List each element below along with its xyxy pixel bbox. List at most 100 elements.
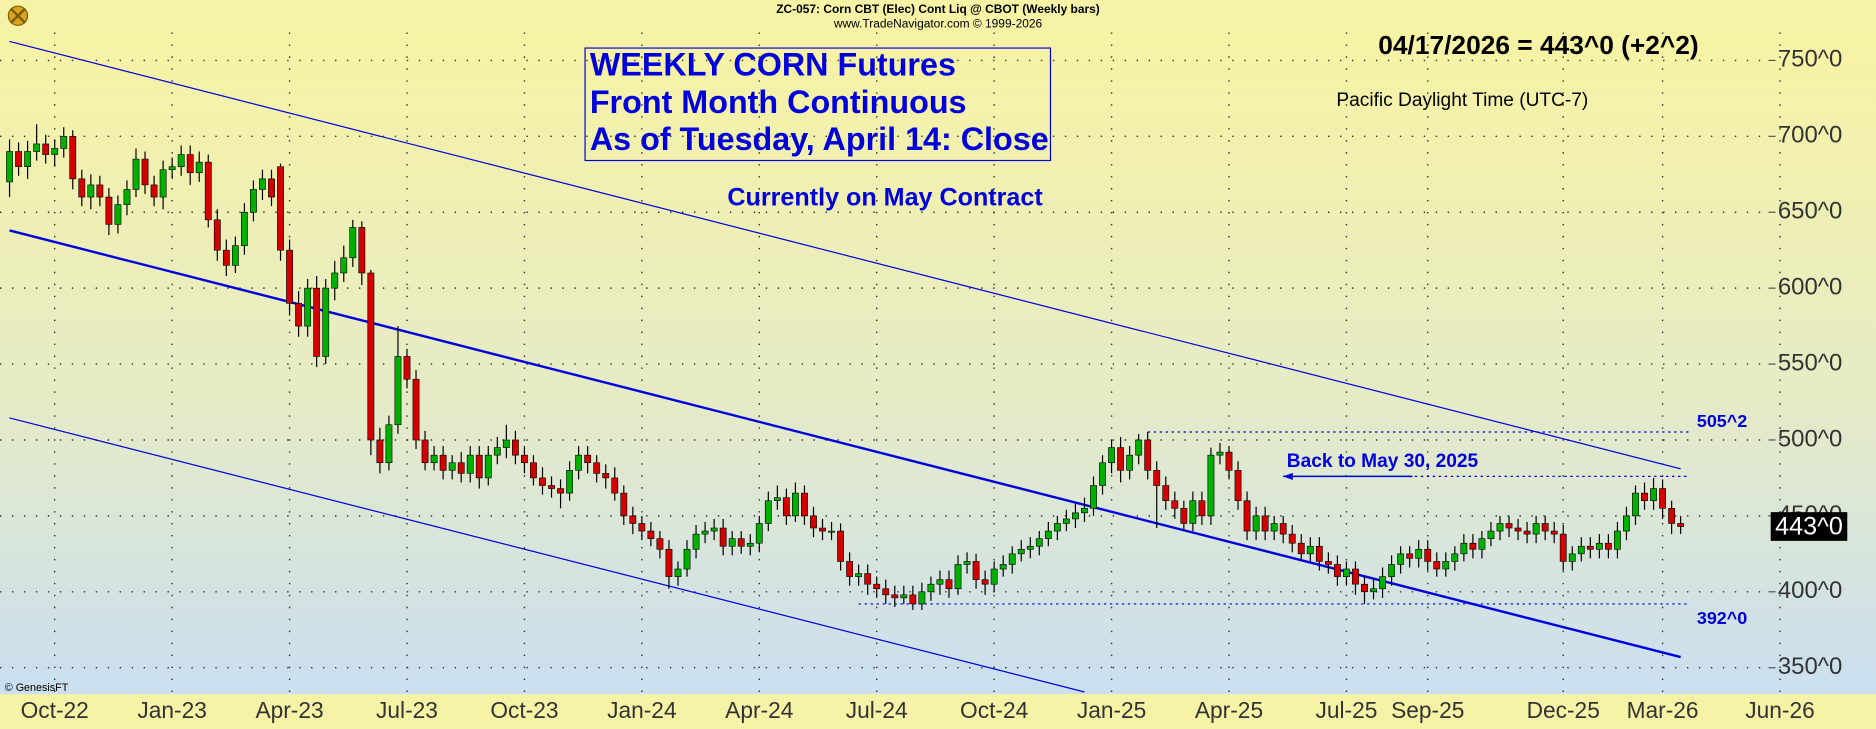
candle-body [1478,538,1486,550]
candle-body [810,515,817,529]
candle-body [1668,507,1676,524]
candle-body [602,473,610,479]
candle-body [475,454,483,479]
candle-body [900,594,908,599]
note: Currently on May Contract [727,183,1043,211]
candle-body [1677,523,1685,527]
candle-body [837,530,844,562]
candle-body [1270,523,1278,532]
candle-body [1650,488,1657,501]
candle-body [1343,568,1350,577]
candle-body [114,204,122,225]
candle-body [999,564,1007,570]
candle-body [755,523,763,544]
candle-body [864,573,872,585]
candle-body [1279,523,1287,535]
candle-body [1081,507,1088,514]
candle-body [1406,553,1414,559]
y-tick-label: 700^0 [1778,122,1842,149]
quote: 04/17/2026 = 443^0 (+2^2) [1378,30,1698,60]
candle-body [1108,447,1115,464]
candle-body [231,245,239,266]
candle-body [1505,523,1513,529]
candle-body [123,189,131,205]
candle-body [782,497,790,517]
candle-body [972,561,980,580]
candle-body [132,158,140,190]
candle-body [1306,545,1314,555]
candle-body [1451,553,1459,562]
x-tick-label: Apr-25 [1195,697,1263,723]
candle-body [1361,583,1368,593]
candle-body [195,161,203,174]
candle-body [33,143,41,152]
timezone: Pacific Daylight Time (UTC-7) [1336,90,1588,111]
candle-body [42,143,50,155]
candle-body [539,477,546,486]
trend-line [9,40,1681,470]
candle-body [1008,553,1016,565]
candle-body [1234,470,1242,501]
candle-body [1189,500,1197,524]
candle-body [1333,564,1341,577]
candle-body [96,184,104,198]
candle-body [891,594,899,599]
candle-body [909,594,917,605]
logo [7,5,29,26]
candle-body [1614,530,1621,550]
candle-body [801,492,808,517]
candle-body [1604,542,1612,550]
last-price-box [1770,512,1848,541]
candle-body [1550,530,1558,535]
candle-body [1053,523,1061,532]
candle-body [1460,542,1468,555]
candle-body [1324,561,1332,565]
candle-body [466,454,474,474]
candle-body [1370,588,1377,593]
candle-body [792,492,799,517]
candle-body [6,151,13,183]
candle-body [204,161,212,221]
candle-body [728,538,736,547]
candle-body [421,439,429,464]
candle-body [611,477,619,494]
candle-body [1297,542,1305,555]
candle-body [448,462,456,471]
candle-body [1261,515,1269,532]
candle-body [268,178,275,198]
candle-body [846,561,854,577]
x-tick-label: Jan-23 [137,697,206,723]
candle-body [828,530,835,533]
candle-body [954,564,962,590]
candle-body [683,548,691,570]
candle-body [1487,530,1495,539]
candle-body [1586,545,1594,550]
candle-body [1397,553,1405,565]
candle-body [331,272,339,289]
x-tick-label: Dec-25 [1527,697,1600,723]
candle-body [1198,500,1206,517]
candle-body [674,568,682,577]
chart-subtitle: www.TradeNavigator.com © 1999-2026 [833,16,1043,30]
candle-body [349,227,357,259]
candle-body [701,530,709,535]
candle-body [647,530,655,539]
candle-body [1352,568,1359,585]
candle-body [719,527,727,547]
candle-body [882,588,890,596]
candle-body [638,523,646,532]
candle-body [1523,530,1531,535]
candle-body [1090,485,1097,509]
candle-body [1315,545,1323,562]
candle-body [159,169,167,198]
box-line: WEEKLY CORN Futures [590,47,956,83]
candle-body [385,424,393,464]
candle-body [737,538,745,547]
candle-body [656,538,664,550]
candle-body [1424,548,1432,562]
candle-body [963,561,971,565]
candle-body [629,515,637,524]
candle-body [177,154,185,167]
x-tick-label: Jul-25 [1315,697,1377,723]
candle-body [1044,530,1052,539]
